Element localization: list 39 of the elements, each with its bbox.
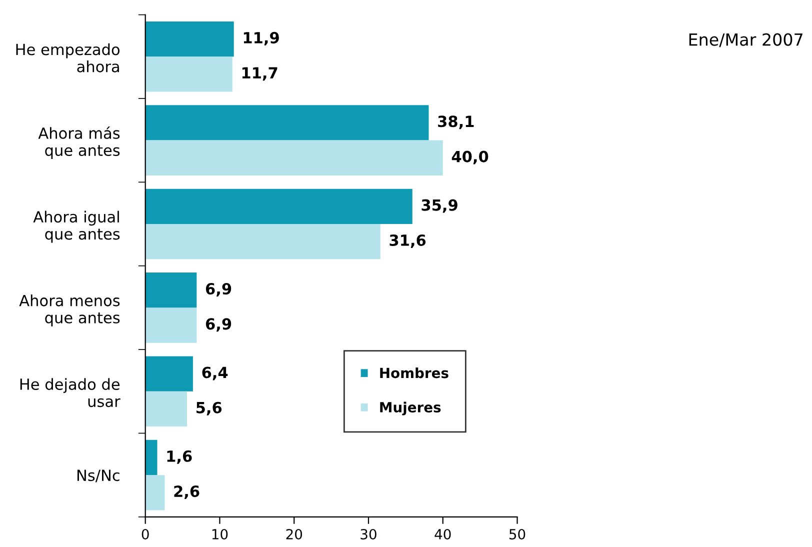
- y-tick-label: He empezado ahora: [16, 43, 120, 72]
- x-tick-label: 30: [360, 528, 376, 540]
- y-tick-label: Ns/Nc: [77, 470, 120, 482]
- bar: [145, 140, 443, 176]
- data-label: 2,6: [174, 486, 200, 500]
- bar: [145, 56, 232, 92]
- bar: [145, 440, 158, 476]
- data-label: 31,6: [390, 234, 426, 248]
- data-label: 1,6: [167, 450, 192, 464]
- bar: [145, 224, 380, 260]
- data-label: 11,7: [242, 67, 278, 81]
- y-tick-label: He dejado de usar: [20, 378, 120, 408]
- bar: [145, 272, 197, 308]
- data-label: 6,9: [206, 283, 232, 296]
- legend-label: Hombres: [380, 367, 448, 378]
- y-tick-label: Ahora más que antes: [38, 126, 120, 159]
- x-tick-label: 10: [212, 528, 228, 540]
- data-label: 5,6: [196, 402, 222, 416]
- y-tick-label: Ahora menos que antes: [19, 294, 120, 326]
- bar: [145, 308, 197, 343]
- data-label: 11,9: [244, 32, 279, 46]
- data-label: 35,9: [422, 199, 458, 213]
- x-tick-label: 50: [509, 528, 526, 540]
- x-tick-label: 40: [434, 528, 451, 540]
- data-label: 6,4: [202, 366, 228, 380]
- bar: [145, 475, 165, 510]
- data-label: 40,0: [452, 150, 488, 164]
- text: Ene/Mar 2007: [689, 33, 802, 48]
- y-tick-label: Ahora igual que antes: [33, 210, 120, 243]
- bar: [145, 356, 193, 392]
- x-tick-label: 20: [286, 528, 302, 540]
- legend-label: Mujeres: [380, 402, 441, 416]
- x-tick-label: 0: [142, 528, 149, 540]
- bar: [145, 21, 234, 57]
- data-label: 6,9: [206, 318, 232, 332]
- bar: [145, 391, 187, 427]
- data-label: 38,1: [438, 116, 474, 130]
- bar: [145, 188, 412, 224]
- bar: [145, 105, 429, 140]
